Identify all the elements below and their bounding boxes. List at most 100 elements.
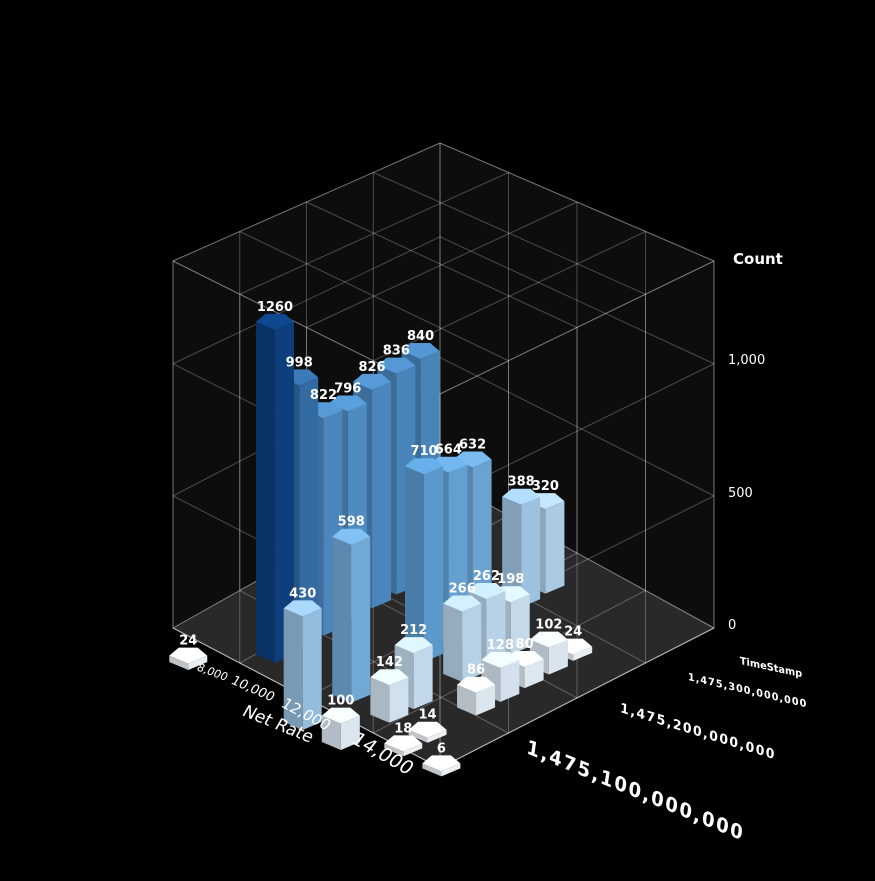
bar-face-right (302, 608, 322, 730)
z-axis-title: Count (733, 250, 783, 268)
bar-face-right (521, 496, 541, 608)
bar-value-label: 102 (535, 618, 562, 633)
bar-face-top (401, 342, 440, 359)
bar-value-label: 388 (508, 475, 535, 490)
bars (169, 313, 593, 777)
bar-face-right (427, 729, 447, 743)
bar-value-label: 18 (394, 721, 412, 736)
bar-face-left (283, 608, 303, 730)
bar-face-top (408, 721, 447, 738)
bar-face-top (370, 669, 409, 686)
bar-face-right (403, 743, 423, 757)
bar-face-top (529, 631, 568, 648)
bar-value-label: 320 (532, 479, 559, 494)
bar-value-label: 822 (310, 388, 337, 403)
bar-86 (457, 676, 496, 716)
bar-face-right (486, 590, 506, 669)
bar-142 (370, 669, 409, 723)
z-tick-500: 500 (728, 486, 753, 501)
bar-face-top (394, 637, 433, 654)
bar-value-label: 14 (418, 708, 436, 723)
bar-face-right (299, 377, 319, 650)
bar-value-label: 710 (410, 444, 437, 459)
bar-value-label: 1260 (257, 300, 293, 315)
ceiling-gridline (306, 201, 578, 328)
bar-face-top (467, 582, 506, 599)
bar-value-label: 80 (516, 637, 534, 652)
bar-face-right (340, 715, 360, 750)
bar-710 (405, 458, 444, 662)
bar-6 (422, 755, 461, 777)
bar-value-label: 796 (334, 381, 361, 396)
bar-face-left (405, 466, 425, 662)
bar-value-label: 198 (497, 572, 524, 587)
bar-face-top (255, 313, 294, 330)
bar-face-left (408, 729, 428, 743)
ceiling-gridline (172, 142, 441, 262)
ceiling-gridline (239, 231, 509, 362)
bar-14 (408, 721, 447, 743)
level-gridline (172, 142, 715, 262)
bar-value-label: 598 (338, 515, 365, 530)
bar-value-label: 840 (407, 329, 434, 344)
bar-face-top (502, 488, 541, 505)
bar-430 (283, 600, 322, 730)
bar-face-left (443, 603, 463, 682)
bar-face-right (424, 466, 444, 662)
bar-value-label: 86 (467, 663, 485, 678)
bar-face-right (500, 659, 520, 702)
y-tick-1475100000000: 1,475,100,000,000 (525, 735, 746, 846)
bar-face-right (510, 594, 530, 655)
bar-face-right (462, 603, 482, 682)
bar-value-label: 632 (459, 438, 486, 453)
bar-face-left (321, 715, 341, 750)
y-axis-title: TimeStamp (740, 656, 803, 680)
bar-face-top (405, 458, 444, 475)
bar-face-right (188, 655, 208, 670)
x-tick-8000: 8,000 (195, 661, 231, 683)
bar-face-top (457, 676, 496, 693)
bar-face-top (443, 595, 482, 612)
level-gridline (172, 260, 715, 395)
bar-value-label: 212 (400, 623, 427, 638)
bar-face-top (283, 600, 322, 617)
bar-value-label: 430 (289, 586, 316, 601)
bar-face-left (384, 743, 404, 757)
ceiling-gridline (306, 201, 578, 328)
bar-388 (502, 488, 541, 608)
bar-face-right (548, 639, 568, 675)
bar-face-top (321, 707, 360, 724)
bar-face-right (545, 501, 565, 594)
ceiling-gridline (439, 142, 715, 262)
bar-value-label: 664 (435, 443, 462, 458)
bar-value-label: 24 (564, 625, 582, 640)
bar-face-right (351, 536, 371, 703)
bar-value-label: 836 (383, 344, 410, 359)
bar-266 (443, 595, 482, 682)
bar-value-label: 826 (358, 360, 385, 375)
bar-face-top (384, 735, 423, 752)
bar-face-right (389, 677, 409, 723)
bar-face-left (332, 536, 352, 703)
ceiling-gridline (239, 172, 509, 295)
bar-1260 (255, 313, 294, 663)
bar-face-top (377, 357, 416, 374)
ceiling-gridline (373, 231, 646, 362)
y-tick-1475200000000: 1,475,200,000,000 (620, 701, 776, 764)
bar-face-right (372, 381, 392, 609)
bar-face-left (370, 677, 390, 723)
bar-value-label: 998 (286, 355, 313, 370)
bar-face-left (255, 321, 275, 663)
bar-value-label: 142 (376, 655, 403, 670)
chart-frame: 840 320 836 388 826 796 632 822 664 998 198 24 710 12… (8, 8, 868, 872)
bar-100 (321, 707, 360, 750)
bar-face-top (169, 647, 208, 664)
bar-face-right (274, 321, 294, 663)
bar-face-left (422, 763, 442, 777)
bar-value-label: 128 (487, 638, 514, 653)
bar-face-right (413, 645, 433, 710)
floor-gridline (439, 627, 715, 769)
bar-face-top (481, 651, 520, 668)
bar-face-top (332, 528, 371, 545)
ceiling-gridline (373, 172, 646, 295)
